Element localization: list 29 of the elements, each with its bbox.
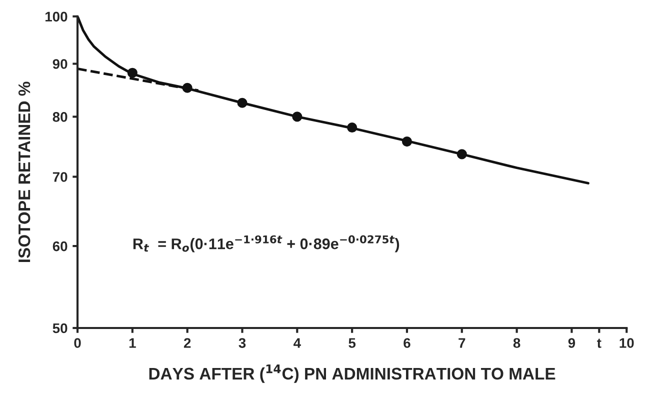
point	[182, 82, 192, 93]
point	[237, 98, 248, 108]
y-axis-title: ISOTOPE RETAINED %	[18, 82, 30, 262]
x-tick-label: t	[597, 338, 602, 348]
x-tick-label: 6	[404, 338, 410, 348]
y-tick-label: 80	[52, 112, 68, 122]
x-tick-label: 3	[238, 338, 246, 348]
y-tick-label: 100	[46, 12, 68, 22]
line-series	[78, 16, 590, 184]
x-tick-label: 5	[348, 338, 356, 348]
x-tick-label: 8	[513, 338, 520, 348]
y-tick-label: 70	[52, 172, 68, 182]
x-tick-label: 4	[294, 338, 301, 348]
point	[456, 149, 467, 160]
y-tick-label: 50	[52, 323, 68, 334]
x-axis-title: DAYS AFTER ($^{14}$C) PN ADMINISTRATION TO MALE	[149, 364, 556, 383]
x-tick-label: 1	[129, 338, 136, 348]
point	[402, 136, 412, 147]
x-tick-label: 0	[74, 338, 81, 348]
y-tick-label: 60	[52, 241, 68, 252]
x-tick-label: 9	[568, 338, 576, 348]
point	[292, 112, 302, 122]
x-tick-label: 10	[620, 338, 634, 348]
x-tick-label: 7	[458, 338, 466, 348]
x-tick-label: 2	[184, 338, 191, 348]
point	[347, 122, 358, 133]
text: R$_{t}$ = R$_{o}$(0·11e$^{−1·916t}$ + 0·89e$^{−0·0275t}$)	[133, 235, 400, 252]
point	[127, 68, 138, 78]
y-tick-label: 90	[52, 59, 68, 69]
